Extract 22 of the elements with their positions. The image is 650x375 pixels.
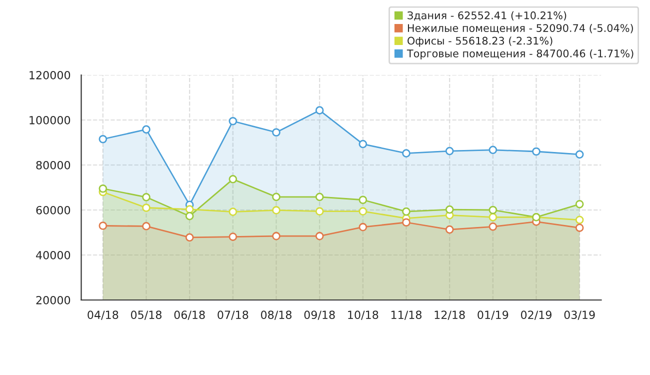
y-tick-label: 120000 (30, 70, 70, 80)
legend-label: Нежилые помещения - 52090.74 (-5.04%) (408, 24, 633, 34)
y-tick-label: 40000 (36, 250, 70, 260)
y-tick-label: 20000 (36, 296, 70, 304)
x-tick-label: 05/18 (130, 310, 162, 320)
legend-label: Торговые помещения - 84700.46 (-1.71%) (406, 49, 634, 60)
x-tick-label: 03/19 (564, 310, 595, 320)
x-tick-label: 07/18 (218, 310, 248, 320)
y-tick-label: 80000 (36, 160, 70, 170)
y-tick-label: 60000 (36, 206, 70, 214)
x-tick-label: 02/19 (520, 310, 552, 320)
y-tick-label: 100000 (30, 116, 70, 124)
x-tick-label: 12/18 (434, 310, 465, 320)
x-tick-label: 08/18 (260, 310, 292, 320)
x-tick-label: 11/18 (391, 310, 422, 320)
x-tick-label: 09/18 (304, 310, 335, 320)
x-tick-label: 06/18 (174, 310, 205, 320)
legend-label: Здания - 62552.41 (+10.21%) (408, 11, 566, 21)
x-tick-label: 01/19 (478, 310, 508, 320)
x-tick-label: 04/18 (88, 310, 118, 320)
x-tick-label: 10/18 (348, 310, 378, 320)
legend-label: Офисы - 55618.23 (-2.31%) (408, 36, 552, 47)
